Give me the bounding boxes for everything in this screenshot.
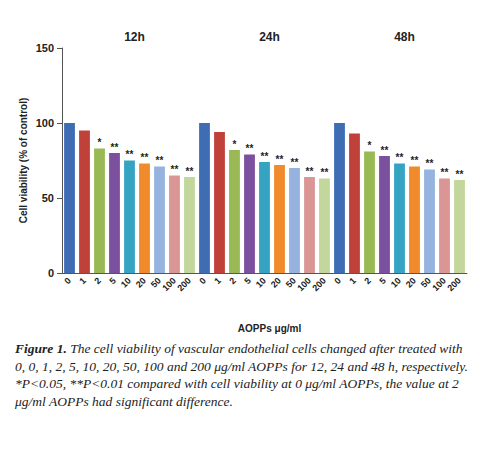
svg-text:**: ** [246,143,254,154]
svg-text:2: 2 [362,275,373,286]
svg-text:**: ** [126,149,134,160]
svg-text:**: ** [261,151,269,162]
svg-text:1: 1 [347,275,358,286]
svg-text:0: 0 [197,275,208,286]
svg-text:5: 5 [242,275,253,286]
svg-text:50: 50 [148,275,163,290]
svg-text:Cell viability (% of control): Cell viability (% of control) [18,98,29,224]
html-text:Figure 1. The cell viability o: Figure 1. The cell viability of vascular… [15,341,468,409]
svg-text:50: 50 [418,275,433,290]
svg-text:**: ** [456,169,464,180]
svg-text:**: ** [381,145,389,156]
svg-text:**: ** [441,167,449,178]
svg-text:**: ** [396,152,404,163]
svg-text:100: 100 [295,275,313,293]
svg-text:1: 1 [212,275,223,286]
svg-text:10: 10 [119,275,133,289]
svg-text:5: 5 [107,275,118,286]
svg-text:100: 100 [430,275,448,293]
svg-text:*: * [98,137,102,148]
svg-text:20: 20 [404,275,418,289]
svg-text:2: 2 [92,275,103,286]
svg-text:AOPPs μg/ml: AOPPs μg/ml [238,323,302,334]
svg-text:150: 150 [36,42,54,54]
svg-text:**: ** [171,164,179,175]
svg-text:200: 200 [310,275,328,293]
svg-text:**: ** [156,155,164,166]
svg-text:**: ** [426,158,434,169]
svg-text:0: 0 [62,275,73,286]
svg-text:5: 5 [377,275,388,286]
svg-text:100: 100 [160,275,178,293]
svg-text:0: 0 [48,267,54,279]
svg-text:24h: 24h [259,30,280,44]
svg-text:0: 0 [332,275,343,286]
svg-text:20: 20 [269,275,283,289]
svg-text:200: 200 [445,275,463,293]
svg-text:50: 50 [283,275,298,290]
svg-text:2: 2 [227,275,238,286]
svg-text:**: ** [276,154,284,165]
svg-text:20: 20 [134,275,148,289]
svg-text:1: 1 [77,275,88,286]
svg-text:**: ** [186,166,194,177]
svg-text:100: 100 [36,117,54,129]
svg-text:12h: 12h [124,30,145,44]
svg-text:**: ** [306,166,314,177]
svg-text:**: ** [141,152,149,163]
svg-text:10: 10 [254,275,268,289]
svg-text:**: ** [321,167,329,178]
svg-text:**: ** [111,142,119,153]
svg-text:**: ** [291,157,299,168]
svg-text:10: 10 [389,275,403,289]
svg-text:200: 200 [175,275,193,293]
svg-text:50: 50 [42,192,54,204]
svg-text:*: * [233,139,237,150]
svg-text:*: * [368,140,372,151]
svg-text:**: ** [411,155,419,166]
svg-text:48h: 48h [394,30,415,44]
